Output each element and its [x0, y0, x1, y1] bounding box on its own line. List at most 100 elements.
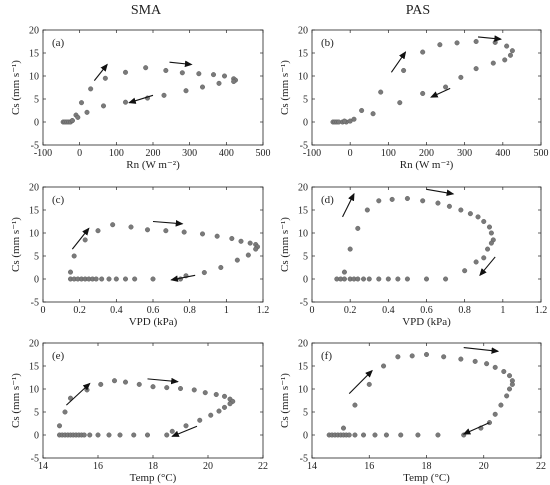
- y-axis-label: Cs (mm s⁻¹): [10, 217, 22, 272]
- x-tick-label: 1: [224, 305, 229, 316]
- data-point: [341, 269, 347, 275]
- data-point: [231, 79, 237, 85]
- y-tick-label: 15: [29, 206, 39, 217]
- y-tick-label: 20: [298, 183, 308, 194]
- x-tick-label: 18: [422, 461, 432, 472]
- data-point: [490, 60, 496, 66]
- data-point: [197, 417, 203, 423]
- data-point: [381, 363, 387, 369]
- y-tick-label: 0: [303, 431, 308, 442]
- data-point: [88, 86, 94, 92]
- data-point: [372, 432, 378, 438]
- data-point: [201, 270, 207, 276]
- y-tick-label: 20: [29, 339, 39, 350]
- x-tick-label: 0: [41, 305, 46, 316]
- y-tick-label: 0: [303, 275, 308, 286]
- data-point: [486, 224, 492, 230]
- data-point: [370, 111, 376, 117]
- data-point: [221, 404, 227, 410]
- data-point: [404, 195, 410, 201]
- x-tick-label: 0.2: [73, 305, 86, 316]
- y-tick-label: 5: [34, 95, 39, 106]
- data-point: [169, 428, 175, 434]
- x-tick-label: 0.6: [147, 305, 160, 316]
- data-point: [473, 66, 479, 72]
- data-point: [443, 276, 449, 282]
- data-point: [234, 257, 240, 263]
- y-tick-label: -5: [31, 298, 39, 309]
- x-tick-label: 16: [93, 461, 103, 472]
- data-point: [359, 107, 365, 113]
- y-axis-label: Cs (mm s⁻¹): [279, 60, 291, 115]
- panel-label: (b): [321, 37, 334, 49]
- data-point: [132, 276, 138, 282]
- data-point: [361, 276, 367, 282]
- data-point: [110, 222, 116, 228]
- data-point: [131, 432, 137, 438]
- data-point: [347, 246, 353, 252]
- data-point: [481, 255, 487, 261]
- data-point: [341, 276, 347, 282]
- data-point: [376, 276, 382, 282]
- x-tick-label: 1.2: [257, 305, 270, 316]
- data-point: [98, 381, 104, 387]
- panel-b: -100 0 100 200 300 400 500 -5 0 5 10 15 20 Rn (W m⁻²)…: [279, 26, 549, 172]
- data-point: [492, 364, 498, 370]
- data-point: [404, 276, 410, 282]
- data-point: [144, 432, 150, 438]
- data-point: [501, 369, 507, 375]
- data-point: [458, 207, 464, 213]
- data-point: [395, 354, 401, 360]
- x-tick-label: 0.2: [344, 305, 357, 316]
- x-tick-label: 400: [219, 148, 234, 159]
- data-point: [57, 423, 63, 429]
- data-point: [462, 268, 468, 274]
- direction-arrow: [348, 369, 373, 394]
- data-point: [122, 69, 128, 75]
- y-tick-label: 5: [34, 408, 39, 419]
- data-point: [509, 48, 515, 54]
- data-point: [164, 432, 170, 438]
- direction-arrow: [342, 192, 355, 218]
- data-point: [395, 276, 401, 282]
- y-tick-label: 5: [303, 252, 308, 263]
- data-point: [183, 88, 189, 94]
- x-tick-label: 100: [109, 148, 124, 159]
- data-point: [87, 432, 93, 438]
- data-point: [355, 225, 361, 231]
- y-tick-label: 0: [34, 431, 39, 442]
- y-tick-label: 20: [29, 26, 39, 37]
- x-tick-label: 0.6: [420, 305, 433, 316]
- y-tick-label: 15: [298, 206, 308, 217]
- y-tick-label: 10: [298, 229, 308, 240]
- y-tick-label: 5: [303, 408, 308, 419]
- data-point: [441, 354, 447, 360]
- direction-arrow: [93, 63, 108, 81]
- data-point: [210, 72, 216, 78]
- y-tick-label: 10: [29, 72, 39, 83]
- data-point: [113, 276, 119, 282]
- direction-arrow: [463, 347, 500, 354]
- data-point: [84, 387, 90, 393]
- data-point: [383, 432, 389, 438]
- x-axis-label: Temp (°C): [130, 472, 177, 484]
- data-point: [253, 246, 259, 252]
- data-point: [420, 90, 426, 96]
- x-tick-label: 500: [256, 148, 271, 159]
- data-point: [62, 409, 68, 415]
- data-point: [84, 109, 90, 115]
- data-point: [191, 387, 197, 393]
- x-axis-label: VPD (kPa): [402, 316, 451, 328]
- data-point: [492, 411, 498, 417]
- data-point: [424, 276, 430, 282]
- data-point: [352, 432, 358, 438]
- x-axis-label: Rn (W m⁻²): [400, 159, 454, 171]
- x-tick-label: 1.2: [535, 305, 548, 316]
- data-point: [502, 57, 508, 63]
- data-point: [213, 392, 219, 398]
- direction-arrow: [128, 94, 154, 104]
- data-point: [136, 381, 142, 387]
- data-point: [177, 386, 183, 392]
- y-axis-label: Cs (mm s⁻¹): [10, 373, 22, 428]
- data-point: [67, 395, 73, 401]
